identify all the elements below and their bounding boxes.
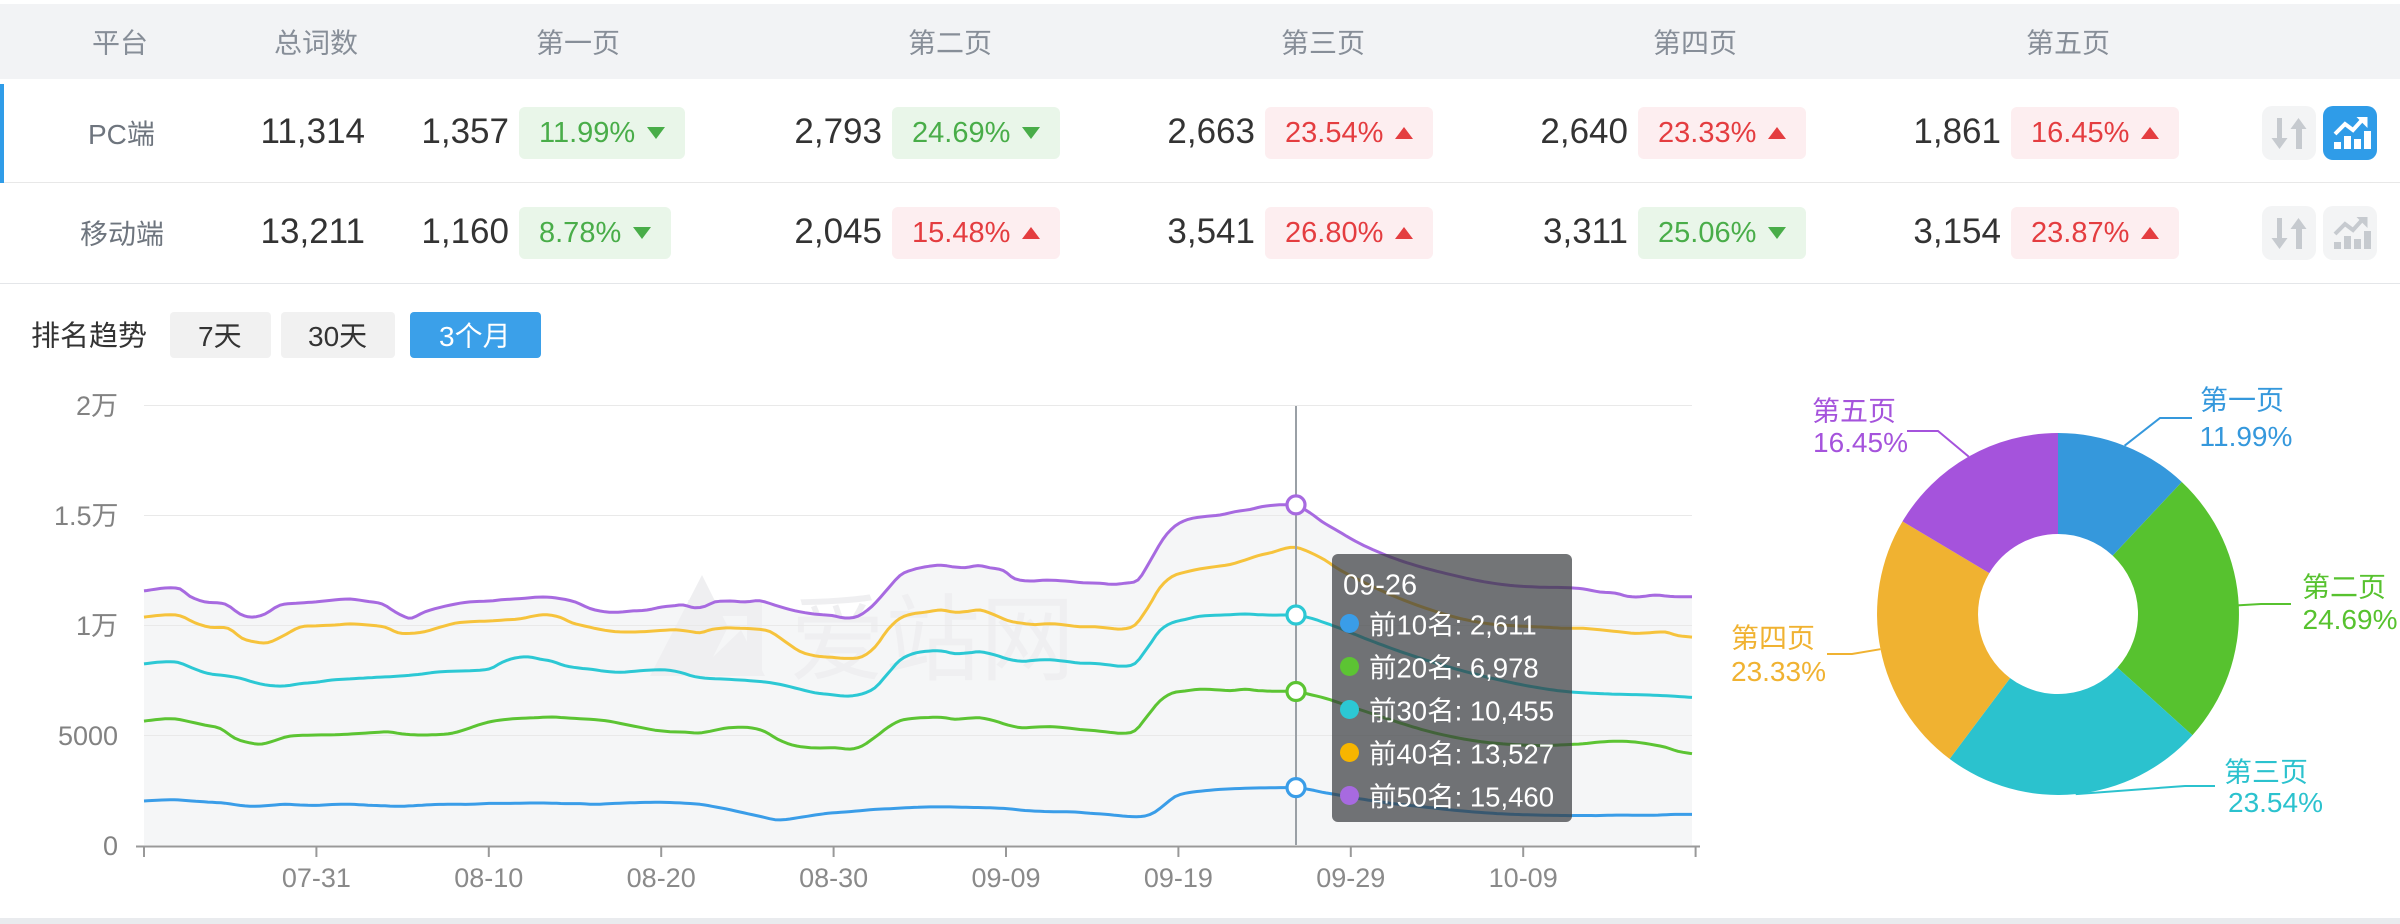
svg-text:40: 40 (1397, 738, 1428, 769)
svg-text:: 2,611: : 2,611 (1455, 609, 1537, 640)
svg-text:09-29: 09-29 (1316, 863, 1385, 893)
svg-text:09-19: 09-19 (1144, 863, 1213, 893)
svg-text:10: 10 (1397, 609, 1428, 640)
svg-text:: 13,527: : 13,527 (1455, 738, 1554, 769)
svg-text:2: 2 (76, 391, 91, 421)
svg-text:30: 30 (1397, 695, 1428, 726)
svg-text:PC: PC (88, 118, 127, 149)
svg-text:1.5: 1.5 (54, 501, 92, 531)
svg-text:: 10,455: : 10,455 (1455, 695, 1554, 726)
svg-text:50: 50 (1397, 781, 1428, 812)
svg-text:10-09: 10-09 (1489, 863, 1558, 893)
svg-text:1: 1 (76, 611, 91, 641)
svg-text:: 6,978: : 6,978 (1455, 652, 1539, 683)
svg-text:3: 3 (439, 320, 455, 351)
svg-text:30: 30 (308, 320, 339, 351)
svg-text:5000: 5000 (58, 721, 118, 751)
svg-text:08-30: 08-30 (799, 863, 868, 893)
svg-text:7: 7 (198, 320, 214, 351)
svg-text:09-09: 09-09 (971, 863, 1040, 893)
svg-text:08-10: 08-10 (454, 863, 523, 893)
svg-text:08-20: 08-20 (627, 863, 696, 893)
svg-text:07-31: 07-31 (282, 863, 351, 893)
svg-text:0: 0 (103, 831, 118, 861)
svg-text:09-26: 09-26 (1343, 569, 1417, 601)
svg-text:: 15,460: : 15,460 (1455, 781, 1554, 812)
svg-text:20: 20 (1397, 652, 1428, 683)
